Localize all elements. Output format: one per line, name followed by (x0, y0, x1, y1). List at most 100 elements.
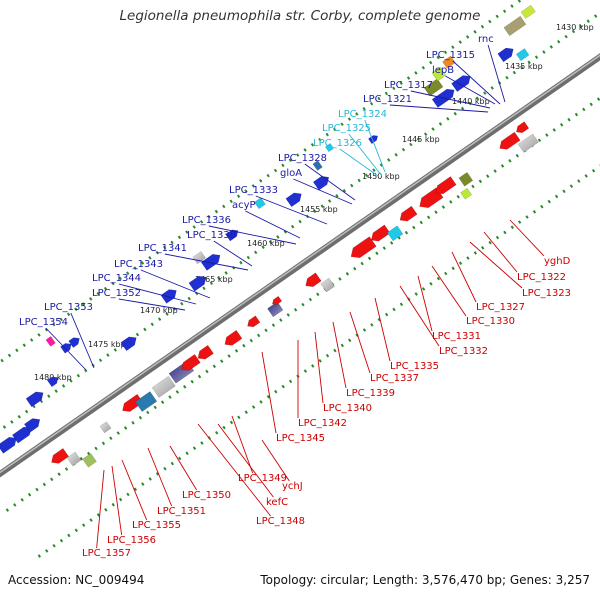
gene-label-LPC_1354[interactable]: LPC_1354 (19, 317, 68, 328)
gene-label-LPC_1338[interactable]: LPC_1338 (187, 230, 236, 241)
gene-label-LPC_1326[interactable]: LPC_1326 (313, 138, 362, 149)
reverse-feature-6[interactable] (151, 375, 176, 398)
forward-feature-13[interactable] (192, 251, 206, 265)
forward-feature-7[interactable] (68, 337, 80, 348)
gene-label-LPC_1342[interactable]: LPC_1342 (298, 418, 347, 429)
forward-feature-19[interactable] (324, 143, 334, 153)
gene-label-LPC_1348[interactable]: LPC_1348 (256, 516, 305, 527)
gene-label-yghD[interactable]: yghD (544, 256, 571, 267)
leader-LPC_1333 (255, 195, 328, 225)
gene-label-LPC_1321[interactable]: LPC_1321 (363, 94, 412, 105)
gene-label-LPC_1344[interactable]: LPC_1344 (92, 273, 141, 284)
reverse-features[interactable] (51, 121, 539, 468)
reverse-feature-11[interactable] (247, 315, 261, 328)
forward-feature-2[interactable] (23, 418, 41, 433)
reverse-feature-13[interactable] (272, 295, 283, 305)
forward-feature-16[interactable] (285, 192, 302, 208)
reverse-feature-14[interactable] (305, 272, 322, 287)
gene-label-acyP[interactable]: acyP (232, 200, 256, 211)
forward-feature-18[interactable] (312, 160, 323, 171)
gene-label-LPC_1315[interactable]: LPC_1315 (426, 50, 475, 61)
gene-label-LPC_1327[interactable]: LPC_1327 (476, 302, 525, 313)
leader-LPC_1355 (121, 459, 148, 521)
gene-label-LPC_1339[interactable]: LPC_1339 (346, 388, 395, 399)
gene-label-LPC_1328[interactable]: LPC_1328 (278, 153, 327, 164)
leader-ychJ (261, 439, 290, 482)
forward-feature-20[interactable] (368, 135, 378, 145)
gene-label-LPC_1343[interactable]: LPC_1343 (114, 259, 163, 270)
forward-feature-22[interactable] (451, 75, 471, 92)
reverse-feature-21[interactable] (435, 176, 457, 195)
reverse-feature-3[interactable] (99, 421, 112, 434)
forward-features[interactable] (0, 4, 536, 454)
forward-feature-27[interactable] (503, 15, 527, 37)
reverse-feature-23[interactable] (458, 171, 474, 187)
gene-label-LPC_1331[interactable]: LPC_1331 (432, 331, 481, 342)
accession-text: Accession: NC_009494 (8, 573, 145, 587)
gene-label-LPC_1356[interactable]: LPC_1356 (107, 535, 156, 546)
gene-label-LPC_1352[interactable]: LPC_1352 (92, 288, 141, 299)
reverse-feature-10[interactable] (224, 329, 243, 346)
forward-feature-9[interactable] (120, 336, 137, 352)
gene-label-LPC_1330[interactable]: LPC_1330 (466, 316, 515, 327)
gene-label-LPC_1351[interactable]: LPC_1351 (157, 506, 206, 517)
gene-label-kefC[interactable]: kefC (266, 497, 288, 508)
leader-LPC_1324 (364, 119, 386, 173)
gene-label-LPC_1335[interactable]: LPC_1335 (390, 361, 439, 372)
reverse-feature-8[interactable] (181, 354, 201, 371)
gene-label-LPC_1345[interactable]: LPC_1345 (276, 433, 325, 444)
gene-label-ychJ[interactable]: ychJ (282, 481, 303, 492)
forward-feature-4[interactable] (25, 391, 44, 408)
reverse-feature-18[interactable] (387, 225, 404, 242)
leader-gloA (293, 178, 353, 205)
reverse-feature-5[interactable] (134, 391, 158, 412)
gene-label-LPC_1317[interactable]: LPC_1317 (384, 80, 433, 91)
reverse-feature-9[interactable] (197, 344, 214, 360)
gene-label-LPC_1353[interactable]: LPC_1353 (44, 302, 93, 313)
forward-feature-29[interactable] (515, 48, 530, 62)
gene-label-LPC_1340[interactable]: LPC_1340 (323, 403, 372, 414)
leader-LPC_1344 (118, 283, 197, 305)
reverse-feature-16[interactable] (350, 236, 377, 259)
forward-feature-11[interactable] (188, 275, 207, 292)
reverse-feature-26[interactable] (516, 121, 530, 134)
reverse-feature-22[interactable] (460, 187, 473, 200)
gene-label-lepB[interactable]: lepB (432, 65, 454, 76)
reverse-feature-0[interactable] (51, 448, 70, 464)
gene-label-LPC_1333[interactable]: LPC_1333 (229, 185, 278, 196)
reverse-feature-2[interactable] (82, 453, 97, 468)
forward-feature-0[interactable] (0, 436, 17, 454)
forward-feature-8[interactable] (45, 336, 56, 347)
forward-feature-5[interactable] (46, 376, 59, 388)
gene-label-LPC_1341[interactable]: LPC_1341 (138, 243, 187, 254)
reverse-feature-24[interactable] (499, 131, 521, 150)
gene-label-LPC_1350[interactable]: LPC_1350 (182, 490, 231, 501)
forward-feature-23[interactable] (423, 78, 444, 97)
gene-label-LPC_1332[interactable]: LPC_1332 (439, 346, 488, 357)
gene-label-LPC_1349[interactable]: LPC_1349 (238, 473, 287, 484)
gene-label-LPC_1323[interactable]: LPC_1323 (522, 288, 571, 299)
gene-label-LPC_1357[interactable]: LPC_1357 (82, 548, 131, 559)
gene-label-LPC_1325[interactable]: LPC_1325 (322, 123, 371, 134)
gene-label-LPC_1324[interactable]: LPC_1324 (338, 109, 387, 120)
gene-label-rnc[interactable]: rnc (478, 34, 494, 45)
reverse-feature-17[interactable] (370, 224, 391, 242)
reverse-feature-1[interactable] (66, 451, 82, 467)
forward-feature-15[interactable] (253, 197, 266, 210)
reverse-feature-19[interactable] (399, 205, 418, 222)
leader-LPC_1341 (164, 253, 249, 271)
map-title: Legionella pneumophila str. Corby, compl… (119, 8, 481, 24)
reverse-gene-labels[interactable]: yghD LPC_1322 LPC_1323 LPC_1327 LPC_1330 LPC_… (82, 219, 571, 559)
gene-label-LPC_1355[interactable]: LPC_1355 (132, 520, 181, 531)
forward-feature-28[interactable] (520, 4, 536, 19)
gene-label-LPC_1322[interactable]: LPC_1322 (517, 272, 566, 283)
reverse-feature-15[interactable] (320, 277, 335, 293)
forward-feature-24[interactable] (431, 66, 447, 82)
forward-feature-26[interactable] (497, 47, 514, 63)
gene-label-LPC_1337[interactable]: LPC_1337 (370, 373, 419, 384)
reverse-feature-25[interactable] (517, 133, 539, 153)
gene-label-gloA[interactable]: gloA (280, 168, 302, 179)
gene-label-LPC_1336[interactable]: LPC_1336 (182, 215, 231, 226)
